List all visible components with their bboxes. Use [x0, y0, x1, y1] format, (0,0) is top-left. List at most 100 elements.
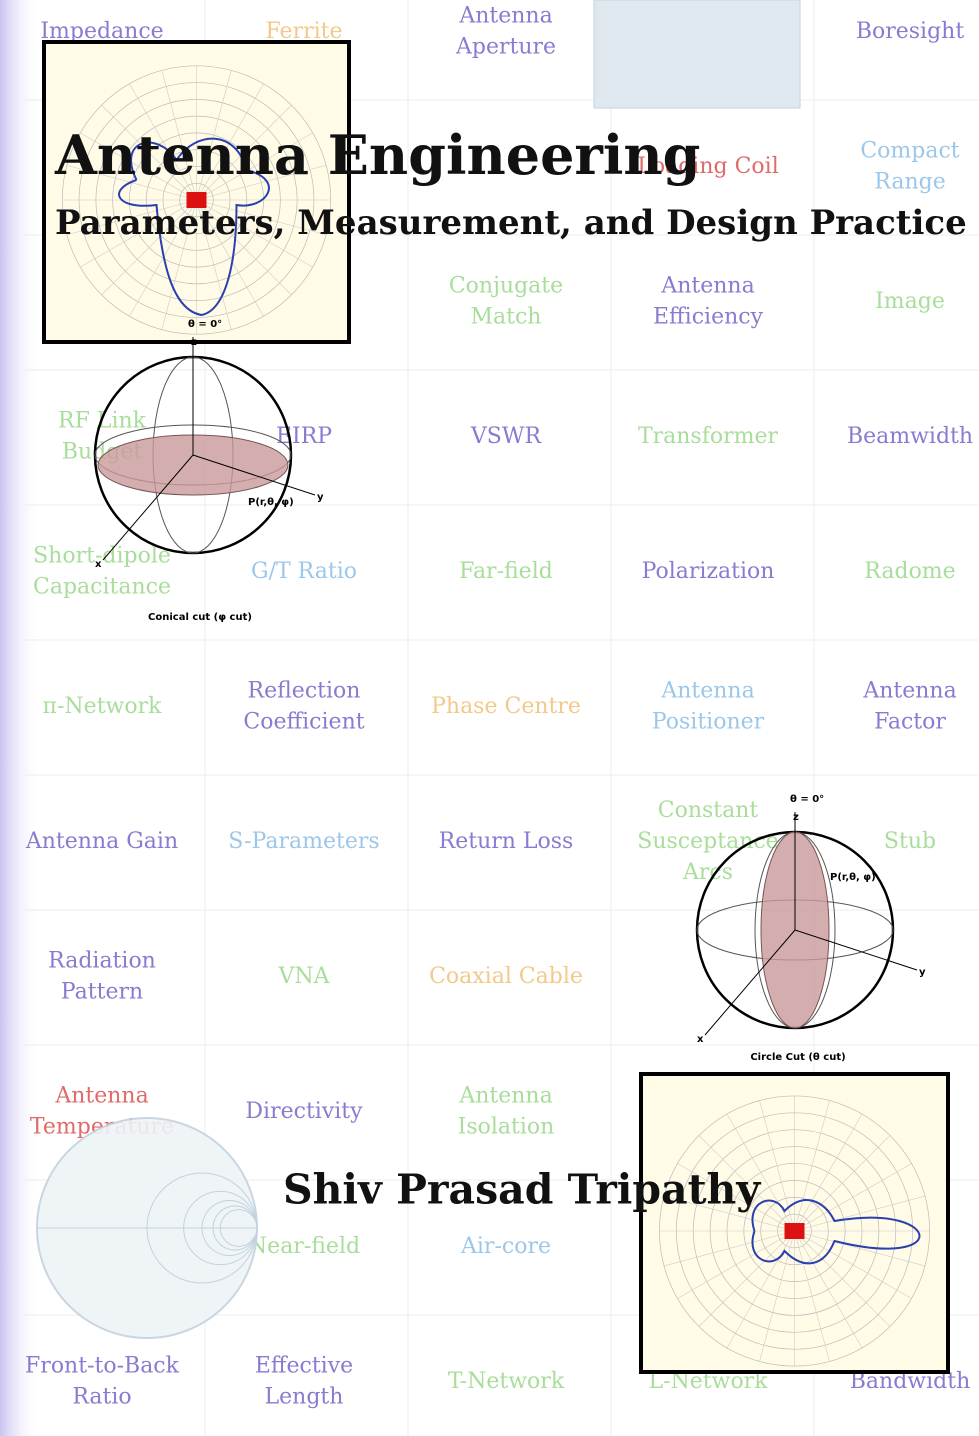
polar-spoke	[794, 1230, 863, 1349]
axis-x	[704, 929, 796, 1036]
axis-label: y	[317, 492, 324, 503]
term: Impedance	[40, 19, 163, 44]
polar-spoke	[759, 1230, 795, 1362]
spine-shade	[0, 0, 40, 1436]
polar-spoke	[794, 1113, 863, 1232]
axis-y	[192, 454, 316, 496]
polar-spoke	[677, 1163, 795, 1232]
polar-spoke	[196, 164, 327, 201]
term: Antenna	[54, 1084, 148, 1109]
figure-caption: Circle Cut (θ cut)	[750, 1052, 845, 1063]
term: Factor	[874, 710, 946, 735]
term: Capacitance	[33, 575, 171, 600]
polar-spoke	[196, 199, 264, 317]
polar-spoke	[196, 199, 327, 236]
polar-spoke	[101, 199, 197, 296]
polar-spoke	[794, 1163, 912, 1232]
polar-spoke	[726, 1113, 795, 1232]
term: Aperture	[455, 35, 556, 60]
term: Compact	[860, 139, 959, 164]
polar-spoke	[129, 199, 197, 317]
point-label: P(r,θ, φ)	[830, 872, 876, 883]
polar-spoke	[196, 132, 313, 201]
polar-spoke	[726, 1230, 795, 1349]
term: Front-to-Back	[25, 1354, 180, 1379]
figure-caption: Conical cut (φ cut)	[148, 612, 252, 623]
term: Short-dipole	[33, 544, 171, 569]
polar-spoke	[794, 1135, 891, 1232]
polar-spoke	[66, 199, 197, 236]
term: Length	[265, 1385, 344, 1410]
axis-label: z	[793, 812, 799, 823]
term: Phase Centre	[431, 694, 581, 719]
polar-spoke	[161, 199, 197, 330]
polar-spoke	[101, 104, 197, 201]
term: Antenna	[660, 274, 754, 299]
term: Boresight	[856, 19, 965, 44]
pattern-marker	[784, 1223, 805, 1239]
axis-x	[102, 454, 194, 561]
polar-spoke	[663, 1230, 795, 1267]
polar-spoke	[677, 1230, 795, 1299]
polar-spoke	[794, 1230, 926, 1267]
polar-spoke	[196, 83, 264, 201]
term: Radiation	[48, 949, 156, 974]
term: Positioner	[652, 710, 765, 735]
term: Radome	[864, 559, 955, 584]
axis-label: z	[191, 337, 197, 348]
term: Image	[875, 289, 945, 314]
term: Antenna Gain	[25, 829, 178, 854]
term: Antenna	[458, 1084, 552, 1109]
polar-spoke	[196, 199, 313, 268]
term: Coaxial Cable	[429, 964, 583, 989]
term: Effective	[255, 1354, 353, 1379]
term: Conjugate	[449, 274, 563, 299]
term: Antenna	[458, 4, 552, 29]
term: Transformer	[638, 424, 779, 449]
title: Antenna Engineering	[54, 123, 700, 187]
polar-spoke	[161, 70, 197, 201]
term: Air-core	[460, 1234, 551, 1259]
polar-spoke	[196, 70, 232, 201]
term: Ferrite	[265, 19, 342, 44]
term: G/T Ratio	[251, 559, 357, 584]
term: Antenna	[862, 679, 956, 704]
axis-label: x	[697, 1034, 704, 1045]
term: Antenna	[660, 679, 754, 704]
term: Return Loss	[439, 829, 574, 854]
term: Stub	[884, 829, 936, 854]
term: Constant	[658, 798, 759, 823]
term: Loading Coil	[637, 154, 779, 179]
polar-spoke	[794, 1195, 926, 1232]
term: Efficiency	[653, 305, 764, 330]
plot-thumbnail	[593, 0, 801, 109]
polar-spoke	[663, 1195, 795, 1232]
pattern-curve	[751, 1199, 921, 1265]
term: Pattern	[61, 980, 143, 1005]
author: Shiv Prasad Tripathy	[283, 1166, 761, 1214]
pattern-curve	[118, 137, 270, 317]
polar-spoke	[196, 199, 232, 330]
term: Susceptance	[637, 829, 778, 854]
polar-spoke	[794, 1100, 830, 1232]
polar-spoke	[129, 83, 197, 201]
axis-label: θ = 0°	[188, 319, 222, 330]
figures: θ = 0° z y x P(r,θ, φ) Conical cut (φ cut) θ =…	[36, 0, 950, 1374]
axis-y	[794, 929, 918, 971]
term: Near-field	[248, 1234, 360, 1259]
term: T-Network	[448, 1369, 565, 1394]
term: Polarization	[642, 559, 775, 584]
polar-spoke	[759, 1100, 795, 1232]
term: S-Parameters	[228, 829, 379, 854]
polar-spoke	[80, 132, 197, 201]
term: EIRP	[276, 424, 332, 449]
point-label: P(r,θ, φ)	[248, 497, 294, 508]
term: VSWR	[470, 424, 543, 449]
term: VNA	[277, 964, 330, 989]
term: Isolation	[458, 1115, 555, 1140]
term: Beamwidth	[847, 424, 973, 449]
term: Ratio	[72, 1385, 131, 1410]
term: Reflection	[248, 679, 361, 704]
term: Range	[874, 170, 945, 195]
